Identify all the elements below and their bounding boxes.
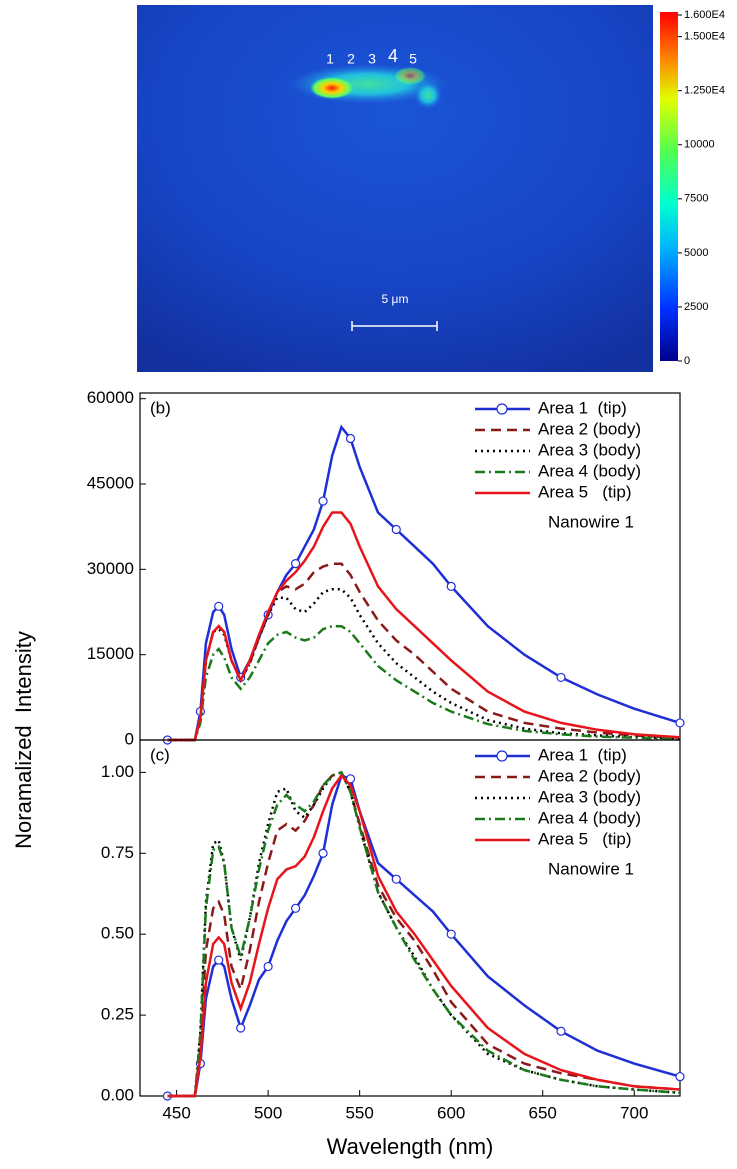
y-tick-label: 0.50 [101,924,134,943]
series-marker [446,929,456,939]
legend-marker [496,403,508,415]
colorbar-tick-label: 0 [684,355,690,367]
series-line [167,624,681,742]
spot-label: 2 [347,51,355,67]
series-marker [556,1026,566,1036]
y-tick-label: 0.75 [101,843,134,862]
series-marker [391,874,401,884]
y-tick-label: 0.25 [101,1005,134,1024]
x-tick-label: 700 [620,1103,648,1122]
x-tick-label: 500 [254,1103,282,1122]
colorbar-tick-label: 1.600E4 [684,9,725,21]
x-tick-label: 650 [529,1103,557,1122]
series-marker [318,848,328,858]
panel-label: (b) [150,398,171,417]
series-line [167,562,681,742]
spot-label: 1 [326,51,334,67]
spot-label: 3 [368,51,376,67]
series-marker [263,961,273,972]
y-tick-label: 60000 [87,388,134,407]
legend-marker [496,750,508,762]
scale-bar-label: 5 μm [382,292,409,306]
colorbar-tick-label: 7500 [684,193,708,205]
legend-label: Area 4 (body) [538,808,641,827]
colorbar [660,12,678,361]
legend-label: Area 4 (body) [538,461,641,480]
series-marker [446,581,456,592]
series-marker [345,433,356,444]
colorbar-tick-label: 1.500E4 [684,31,725,43]
colorbar-tick-label: 10000 [684,139,715,151]
series-line [167,770,681,1098]
legend-label: Area 3 (body) [538,440,641,459]
colorbar-tick-label: 1.250E4 [684,85,725,97]
series-marker [214,955,224,965]
micrograph: 5 μm [137,5,678,372]
series-line [167,588,681,742]
series-marker [391,524,401,535]
series-marker [556,672,566,683]
series-line [167,770,681,1098]
series-marker [290,903,301,913]
x-tick-label: 600 [437,1103,465,1122]
legend-label: Area 5 (tip) [538,829,632,848]
colorbar-tick-label: 2500 [684,301,708,313]
hot-spot [394,67,426,85]
series-marker [345,774,356,784]
series-line [167,511,681,742]
y-tick-label: 1.00 [101,762,134,781]
x-tick-label: 450 [162,1103,190,1122]
annotation: Nanowire 1 [548,512,634,531]
spot-label: 4 [388,46,398,66]
series-marker [214,601,224,611]
legend-label: Area 1 (tip) [538,745,627,764]
series-marker [290,559,301,569]
legend-label: Area 5 (tip) [538,482,632,501]
x-tick-label: 550 [345,1103,373,1122]
hot-spot [310,77,354,99]
nanowire-glow [414,81,442,109]
legend-label: Area 3 (body) [538,787,641,806]
series-line [167,773,681,1098]
y-tick-label: 15000 [87,644,134,663]
spot-label: 5 [409,51,417,67]
y-tick-label: 45000 [87,474,134,493]
x-axis-label: Wavelength (nm) [327,1134,494,1159]
plot-frame [139,739,681,1097]
legend-label: Area 2 (body) [538,766,641,785]
panel-label: (c) [150,745,170,764]
series-marker [236,1023,246,1033]
y-axis-label: Noramalized Intensity [11,631,36,849]
series-marker [675,1071,685,1082]
legend-label: Area 2 (body) [538,419,641,438]
series-marker [675,718,685,728]
colorbar-tick-label: 5000 [684,247,708,259]
y-tick-label: 0 [125,729,134,748]
series-marker [318,496,328,506]
y-tick-label: 0.00 [101,1085,134,1104]
y-tick-label: 30000 [87,559,134,578]
annotation: Nanowire 1 [548,859,634,878]
legend-label: Area 1 (tip) [538,398,627,417]
